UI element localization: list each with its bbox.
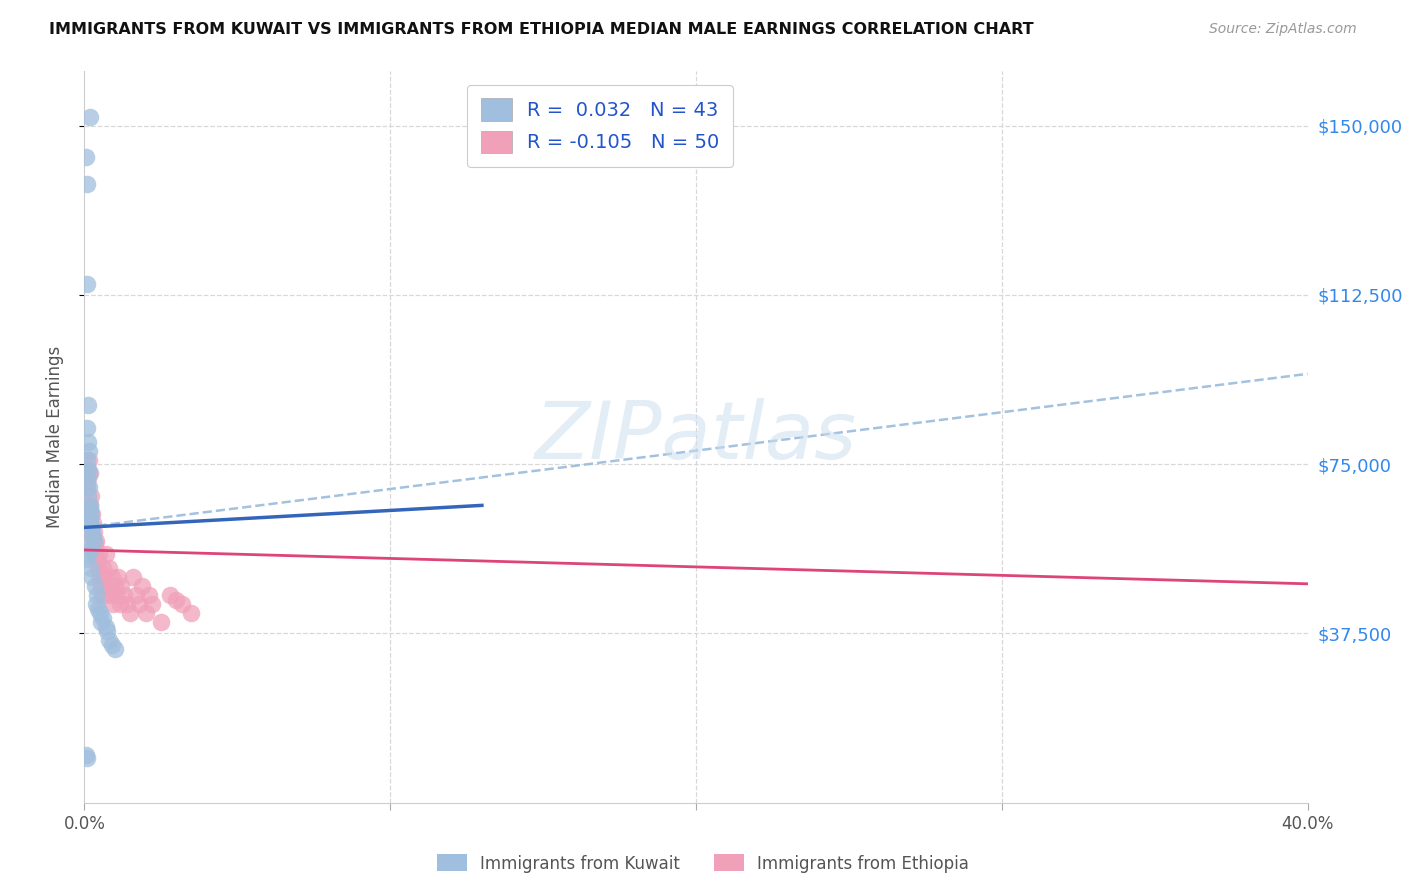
- Point: [91, 588, 114, 602]
- Point: [80, 489, 103, 503]
- Point: [90, 579, 112, 593]
- Point: [172, 597, 194, 611]
- Point: [77, 443, 100, 458]
- Point: [77, 538, 100, 552]
- Point: [80, 520, 103, 534]
- Point: [82, 529, 104, 543]
- Point: [128, 597, 150, 611]
- Point: [115, 597, 138, 611]
- Point: [94, 548, 117, 562]
- Point: [75, 748, 97, 763]
- Point: [159, 588, 181, 602]
- Text: Source: ZipAtlas.com: Source: ZipAtlas.com: [1209, 22, 1357, 37]
- Point: [79, 502, 101, 516]
- Point: [104, 579, 127, 593]
- Point: [77, 466, 100, 480]
- Point: [98, 588, 121, 602]
- Point: [108, 597, 131, 611]
- Point: [82, 516, 104, 530]
- Point: [76, 277, 98, 291]
- Point: [83, 533, 105, 548]
- Point: [84, 543, 107, 558]
- Point: [138, 588, 160, 602]
- Legend: R =  0.032   N = 43, R = -0.105   N = 50: R = 0.032 N = 43, R = -0.105 N = 50: [467, 85, 734, 167]
- Point: [89, 570, 111, 584]
- Point: [77, 461, 100, 475]
- Point: [80, 507, 103, 521]
- Point: [97, 561, 120, 575]
- Point: [141, 597, 163, 611]
- Point: [149, 615, 172, 630]
- Point: [91, 610, 114, 624]
- Point: [96, 579, 118, 593]
- Point: [77, 511, 100, 525]
- Point: [84, 533, 107, 548]
- Point: [77, 452, 100, 467]
- Point: [86, 588, 108, 602]
- Point: [135, 606, 157, 620]
- Point: [101, 570, 124, 584]
- Point: [76, 750, 98, 764]
- Point: [76, 461, 98, 475]
- Point: [86, 552, 108, 566]
- Point: [84, 597, 107, 611]
- Y-axis label: Median Male Earnings: Median Male Earnings: [45, 346, 63, 528]
- Point: [93, 570, 115, 584]
- Point: [180, 606, 202, 620]
- Point: [107, 570, 129, 584]
- Point: [79, 498, 101, 512]
- Point: [79, 110, 101, 124]
- Point: [80, 507, 103, 521]
- Text: IMMIGRANTS FROM KUWAIT VS IMMIGRANTS FROM ETHIOPIA MEDIAN MALE EARNINGS CORRELAT: IMMIGRANTS FROM KUWAIT VS IMMIGRANTS FRO…: [49, 22, 1033, 37]
- Point: [94, 620, 117, 634]
- Point: [76, 480, 98, 494]
- Point: [90, 615, 112, 630]
- Point: [77, 471, 100, 485]
- Point: [103, 597, 125, 611]
- Point: [76, 399, 98, 413]
- Point: [80, 561, 103, 575]
- Point: [110, 579, 132, 593]
- Point: [80, 524, 103, 539]
- Point: [84, 579, 107, 593]
- Point: [83, 524, 105, 539]
- Point: [79, 511, 101, 525]
- Point: [76, 452, 98, 467]
- Point: [87, 601, 110, 615]
- Point: [97, 633, 120, 648]
- Point: [91, 561, 114, 575]
- Point: [76, 552, 98, 566]
- Point: [76, 178, 98, 192]
- Point: [79, 516, 101, 530]
- Point: [89, 606, 111, 620]
- Point: [120, 606, 142, 620]
- Point: [79, 466, 101, 480]
- Point: [96, 624, 118, 639]
- Point: [165, 592, 187, 607]
- Point: [77, 480, 100, 494]
- Legend: Immigrants from Kuwait, Immigrants from Ethiopia: Immigrants from Kuwait, Immigrants from …: [430, 847, 976, 880]
- Point: [79, 498, 101, 512]
- Point: [122, 570, 145, 584]
- Point: [87, 548, 110, 562]
- Point: [77, 548, 100, 562]
- Point: [104, 642, 127, 657]
- Point: [105, 588, 128, 602]
- Point: [76, 489, 98, 503]
- Point: [76, 421, 98, 435]
- Text: ZIPatlas: ZIPatlas: [534, 398, 858, 476]
- Point: [131, 579, 153, 593]
- Point: [125, 588, 148, 602]
- Point: [80, 529, 103, 543]
- Point: [75, 150, 97, 164]
- Point: [84, 538, 107, 552]
- Point: [112, 588, 135, 602]
- Point: [80, 570, 103, 584]
- Point: [76, 475, 98, 490]
- Point: [83, 533, 105, 548]
- Point: [77, 434, 100, 449]
- Point: [79, 543, 101, 558]
- Point: [101, 638, 124, 652]
- Point: [87, 561, 110, 575]
